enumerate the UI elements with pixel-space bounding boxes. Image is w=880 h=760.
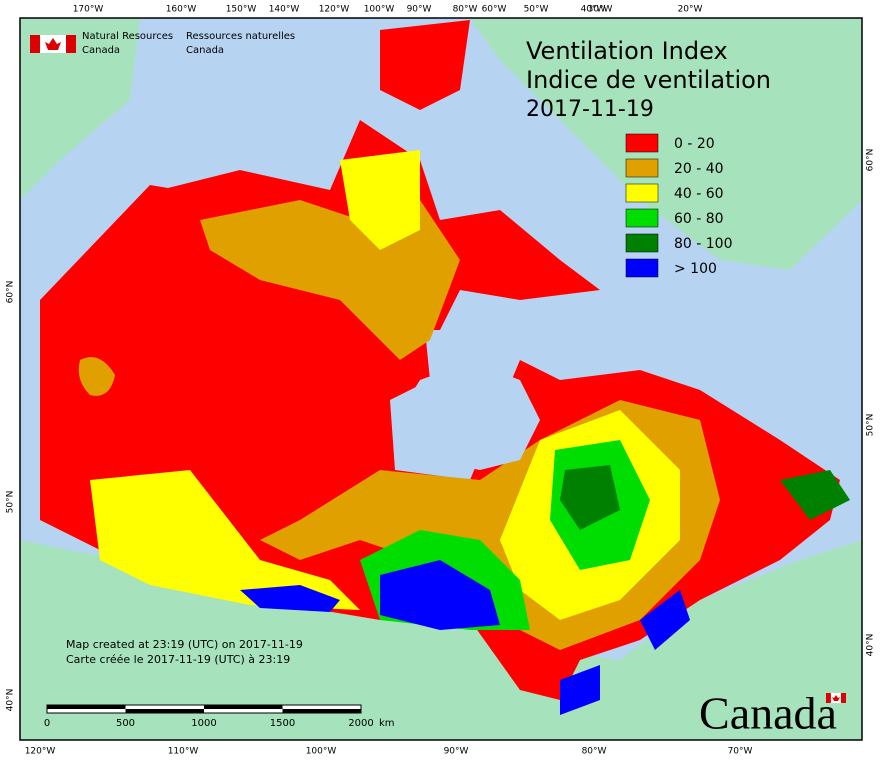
map-title: Ventilation Index	[526, 37, 728, 65]
latitude-label: 40°N	[6, 689, 16, 712]
longitude-label: 60°W	[482, 5, 507, 15]
canada-wordmark: Canada	[699, 688, 837, 739]
legend-label: 20 - 40	[674, 161, 724, 177]
graticule-labels: 170°W 160°W 150°W 140°W 120°W 100°W 90°W 80°W 60…	[6, 5, 876, 757]
longitude-label: 50°W	[524, 5, 549, 15]
longitude-label: 20°W	[678, 5, 703, 15]
latitude-label: 40°N	[866, 634, 876, 657]
scale-label: 1000	[191, 718, 216, 729]
longitude-label: 30°W	[588, 5, 613, 15]
org-en: Natural Resources	[82, 31, 173, 42]
scale-label: 1500	[270, 718, 295, 729]
longitude-label: 40°W	[581, 5, 606, 15]
latitude-label: 60°N	[866, 149, 876, 172]
legend-label: 60 - 80	[674, 211, 724, 227]
nrcan-flag	[30, 35, 76, 53]
longitude-label: 100°W	[364, 5, 395, 15]
latitude-label: 50°N	[866, 414, 876, 437]
scale-label: 500	[116, 718, 135, 729]
map-title: Indice de ventilation	[526, 66, 771, 94]
longitude-label: 150°W	[226, 5, 257, 15]
legend-label: 0 - 20	[674, 136, 715, 152]
longitude-label: 80°W	[453, 5, 478, 15]
longitude-label: 170°W	[73, 5, 104, 15]
wordmark-flag	[826, 692, 846, 704]
longitude-label: 120°W	[25, 747, 56, 757]
scale-unit: km	[379, 718, 395, 729]
scale-label: 0	[44, 718, 50, 729]
longitude-label: 110°W	[168, 747, 199, 757]
longitude-label: 140°W	[269, 5, 300, 15]
legend-swatch	[625, 133, 659, 153]
longitude-label: 120°W	[319, 5, 350, 15]
note: Map created at 23:19 (UTC) on 2017-11-19	[66, 638, 303, 651]
scale-bar: 0 500 1000 1500 2000 km	[44, 704, 395, 729]
scale-segment	[47, 705, 126, 709]
map-frame	[19, 17, 863, 741]
scale-label: 2000	[348, 718, 373, 729]
note: Carte créée le 2017-11-19 (UTC) à 23:19	[66, 653, 290, 666]
scale-segment	[282, 709, 361, 713]
legend-label: > 100	[674, 261, 717, 277]
legend-swatch	[625, 233, 659, 253]
latitude-label: 50°N	[6, 491, 16, 514]
legend-swatch	[625, 258, 659, 278]
org-fr: Ressources naturelles	[186, 31, 295, 42]
longitude-label: 160°W	[166, 5, 197, 15]
longitude-label: 90°W	[444, 747, 469, 757]
longitude-label: 100°W	[306, 747, 337, 757]
legend-swatch	[625, 158, 659, 178]
longitude-label: 90°W	[407, 5, 432, 15]
longitude-label: 80°W	[582, 747, 607, 757]
latitude-label: 60°N	[6, 281, 16, 304]
longitude-label: 70°W	[728, 747, 753, 757]
scale-segment	[125, 709, 204, 713]
org-fr: Canada	[186, 45, 224, 56]
legend: 0 - 20 20 - 40 40 - 60 60 - 80 80 - 100 > 100	[625, 133, 733, 278]
scale-segment	[204, 705, 283, 709]
legend-label: 80 - 100	[674, 236, 733, 252]
map-date: 2017-11-19	[526, 97, 654, 122]
legend-swatch	[625, 183, 659, 203]
org-en: Canada	[82, 45, 120, 56]
map-land	[20, 18, 862, 740]
legend-label: 40 - 60	[674, 186, 724, 202]
legend-swatch	[625, 208, 659, 228]
